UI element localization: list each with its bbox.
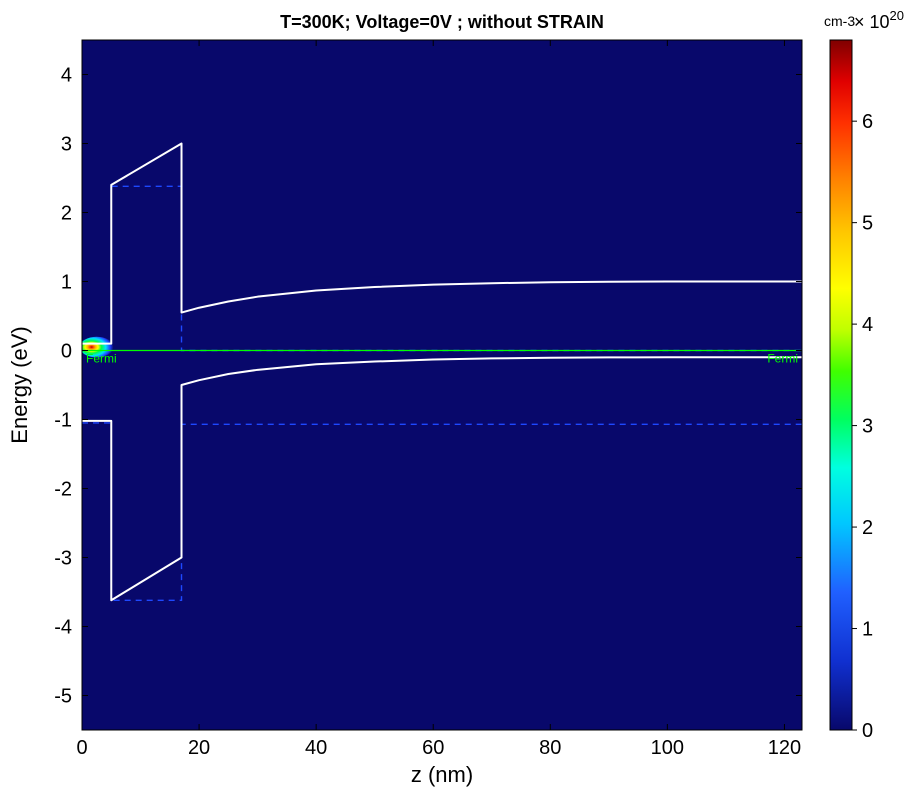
fermi-label-left: Fermi: [86, 352, 117, 366]
x-axis-label: z (nm): [411, 762, 473, 787]
y-tick-label: 0: [61, 341, 72, 363]
y-tick-label: -1: [54, 410, 72, 432]
y-tick-label: 4: [61, 65, 72, 87]
y-tick-label: 3: [61, 134, 72, 156]
x-tick-label: 120: [768, 737, 801, 759]
x-tick-label: 20: [188, 737, 210, 759]
colorbar-exponent: × 1020: [854, 8, 904, 32]
x-tick-label: 80: [539, 737, 561, 759]
y-tick-label: 2: [61, 203, 72, 225]
colorbar-tick-label: 2: [862, 517, 873, 539]
colorbar-units: cm-3: [824, 13, 855, 29]
colorbar-tick-label: 5: [862, 213, 873, 235]
plot-title: T=300K; Voltage=0V ; without STRAIN: [280, 12, 604, 32]
x-tick-label: 40: [305, 737, 327, 759]
colorbar-tick-label: 3: [862, 416, 873, 438]
colorbar-tick-label: 6: [862, 111, 873, 133]
x-tick-label: 100: [651, 737, 684, 759]
fermi-label-right: Fermi: [767, 352, 798, 366]
figure: T=300K; Voltage=0V ; without STRAIN Fermi…: [0, 0, 918, 792]
y-tick-label: -5: [54, 686, 72, 708]
colorbar-tick-label: 0: [862, 720, 873, 742]
y-tick-label: -4: [54, 617, 72, 639]
plot-area: [82, 40, 802, 730]
y-axis-label: Energy (eV): [7, 326, 32, 443]
y-tick-label: -3: [54, 548, 72, 570]
x-tick-label: 0: [76, 737, 87, 759]
y-tick-label: 1: [61, 272, 72, 294]
colorbar-tick-label: 4: [862, 314, 873, 336]
y-tick-label: -2: [54, 479, 72, 501]
colorbar: [830, 40, 852, 730]
colorbar-tick-label: 1: [862, 619, 873, 641]
x-tick-label: 60: [422, 737, 444, 759]
